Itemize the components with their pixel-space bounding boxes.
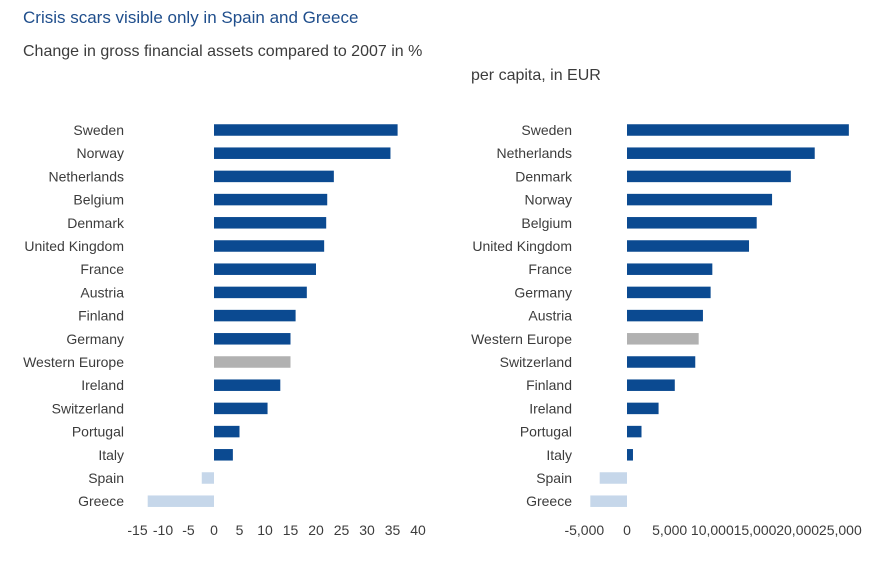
left-bar (214, 240, 325, 252)
left-tick-label: 20 (308, 522, 324, 538)
right-bar (627, 449, 633, 461)
left-category-label: Austria (80, 284, 124, 300)
left-bar (201, 472, 214, 484)
left-category-label: Netherlands (49, 168, 125, 184)
right-bar (627, 309, 703, 322)
right-bar (599, 472, 627, 484)
left-tick-label: 0 (210, 522, 218, 538)
right-category-label: Finland (526, 377, 572, 393)
left-bar (214, 286, 307, 299)
right-bar (627, 379, 675, 391)
right-category-label: Greece (526, 493, 572, 509)
right-category-label: Spain (536, 470, 572, 486)
left-bar (147, 495, 214, 507)
left-chart-subtitle: Change in gross financial assets compare… (23, 43, 423, 60)
left-category-label: France (80, 261, 124, 277)
left-tick-label: -5 (182, 522, 195, 538)
left-bar (214, 193, 328, 206)
left-bar (214, 333, 291, 345)
right-bar (627, 124, 849, 136)
left-category-label: Norway (77, 145, 124, 161)
right-bar (627, 356, 696, 368)
left-category-label: Spain (88, 470, 124, 486)
right-bar (627, 263, 713, 275)
left-category-label: Switzerland (52, 400, 124, 416)
right-category-label: United Kingdom (472, 238, 572, 254)
right-tick-label: 5,000 (652, 522, 687, 538)
chart-title: Crisis scars visible only in Spain and G… (23, 8, 359, 27)
left-bar (214, 449, 233, 461)
right-bar (590, 495, 627, 507)
right-tick-label: 15,000 (734, 522, 777, 538)
right-category-label: Netherlands (497, 145, 573, 161)
left-category-label: Sweden (73, 122, 124, 138)
left-category-label: Germany (66, 331, 124, 347)
right-category-label: Denmark (515, 168, 573, 184)
left-tick-label: 40 (410, 522, 426, 538)
left-bar (214, 356, 291, 368)
left-category-label: Italy (98, 447, 124, 463)
right-tick-label: 0 (623, 522, 631, 538)
right-category-label: Switzerland (500, 354, 572, 370)
left-bar (214, 309, 296, 322)
left-tick-label: 5 (236, 522, 244, 538)
right-tick-label: 10,000 (691, 522, 734, 538)
right-tick-label: 25,000 (819, 522, 862, 538)
left-bar (214, 124, 398, 136)
right-category-label: Austria (528, 308, 572, 324)
right-category-label: Belgium (521, 215, 572, 231)
right-bar (627, 425, 642, 438)
left-tick-label: -10 (153, 522, 173, 538)
left-tick-label: 15 (283, 522, 299, 538)
left-tick-label: 10 (257, 522, 273, 538)
left-category-label: Denmark (67, 215, 125, 231)
right-bar (627, 147, 815, 159)
left-bar (214, 263, 316, 275)
left-category-label: Belgium (73, 192, 124, 208)
right-category-label: Italy (546, 447, 572, 463)
left-bar (214, 402, 268, 415)
left-tick-label: -15 (127, 522, 147, 538)
right-category-label: Germany (514, 284, 572, 300)
right-bar (627, 193, 773, 206)
right-bar (627, 170, 791, 183)
right-bar (627, 333, 699, 345)
left-bar (214, 217, 327, 229)
right-tick-label: -5,000 (564, 522, 604, 538)
left-category-label: Portugal (72, 424, 124, 440)
left-category-label: Western Europe (23, 354, 124, 370)
right-bar (627, 402, 659, 415)
left-tick-label: 30 (359, 522, 375, 538)
left-category-label: United Kingdom (24, 238, 124, 254)
right-bar (627, 217, 757, 229)
right-bar (627, 240, 750, 252)
right-category-label: Sweden (521, 122, 572, 138)
right-category-label: Western Europe (471, 331, 572, 347)
left-category-label: Finland (78, 308, 124, 324)
right-chart-subtitle: per capita, in EUR (471, 67, 601, 84)
right-category-label: Portugal (520, 424, 572, 440)
left-category-label: Ireland (81, 377, 124, 393)
left-tick-label: 35 (385, 522, 401, 538)
right-bar (627, 286, 711, 299)
left-bar (214, 425, 240, 438)
left-tick-label: 25 (334, 522, 350, 538)
right-category-label: Ireland (529, 400, 572, 416)
right-category-label: Norway (525, 192, 572, 208)
right-category-label: France (528, 261, 572, 277)
right-tick-label: 20,000 (776, 522, 819, 538)
left-bar (214, 170, 334, 183)
left-bar (214, 147, 391, 159)
left-bar (214, 379, 281, 391)
left-category-label: Greece (78, 493, 124, 509)
